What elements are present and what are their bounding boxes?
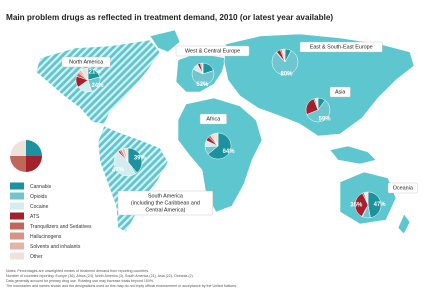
- pie-value-label: 64%: [223, 149, 236, 155]
- region-label: Asia: [335, 90, 346, 96]
- pie-value-label: 62%: [196, 82, 209, 88]
- note: Notes: Percentages are unweighted means …: [6, 269, 149, 273]
- asia: [223, 33, 415, 137]
- legend-label: Tranquilizers and Sedatives: [30, 224, 92, 230]
- pie-segment: [80, 67, 89, 81]
- pie-segment: [212, 132, 219, 147]
- legend-label: Solvents and inhalants: [30, 244, 81, 250]
- region-label-box: [117, 190, 214, 216]
- region-label: Central America): [145, 208, 185, 214]
- region-label: East & South-East Europe: [310, 45, 373, 51]
- legend-swatch: [10, 242, 24, 250]
- legend-label: Opioids: [30, 194, 47, 200]
- pie-segment: [113, 151, 136, 177]
- pie-value-label: 47%: [112, 168, 125, 174]
- legend-label: Cannabis: [30, 184, 52, 190]
- pie-value-label: 47%: [374, 202, 387, 208]
- legend-swatch: [10, 252, 24, 260]
- legend-pie-slice: [26, 156, 42, 172]
- region-label-box: [175, 45, 250, 57]
- legend: Cannabis Opioids Cocaine ATS Tranquilizers a…: [10, 182, 92, 260]
- pie-segment: [191, 68, 215, 86]
- legend-sample-pie: [9, 139, 43, 173]
- region-label: (including the Caribbean and: [131, 201, 200, 207]
- continents: [35, 29, 415, 235]
- greenland: [149, 29, 181, 53]
- legend-swatch: [10, 192, 24, 200]
- pie-value-label: 24%: [91, 83, 104, 89]
- region-label: Oceania: [393, 186, 413, 192]
- notes: Notes: Percentages are unweighted means …: [6, 269, 237, 288]
- region-label: West & Central Europe: [185, 49, 240, 55]
- new-zealand: [397, 213, 411, 235]
- legend-swatch: [10, 222, 24, 230]
- legend-swatch: [10, 232, 24, 240]
- region-label-box: [199, 113, 227, 125]
- region-label: South America: [148, 194, 183, 200]
- legend-label: ATS: [30, 214, 40, 220]
- note: Data generally account for primary drug …: [6, 279, 154, 283]
- legend-label: Cocaine: [30, 204, 49, 210]
- legend-swatch: [10, 212, 24, 220]
- pie-value-label: 35%: [350, 203, 363, 209]
- region-label-box: [299, 41, 383, 53]
- region-label-box: [329, 86, 351, 98]
- pie-value-label: 59%: [319, 117, 332, 123]
- south-america: [97, 125, 169, 233]
- legend-label: Hallucinogens: [30, 234, 62, 240]
- pie-segment: [124, 147, 129, 163]
- pie-segment: [201, 62, 204, 75]
- legend-pie-slice: [26, 140, 42, 156]
- region-label-box: [61, 56, 111, 68]
- pie-segment: [306, 99, 331, 123]
- pie-segment: [207, 132, 232, 160]
- region-label: North America: [69, 60, 103, 66]
- pie-value-label: 39%: [134, 156, 147, 162]
- pie-segment: [315, 97, 319, 111]
- pie-value-label: 80%: [280, 72, 293, 78]
- pie-segment: [282, 48, 286, 63]
- pie-segment: [364, 191, 369, 206]
- pie-segment: [271, 50, 299, 76]
- legend-pie-slice: [10, 156, 26, 172]
- pies: 21% 24% North America 62% West & Central Eur…: [61, 41, 418, 219]
- region-label-box: [387, 182, 418, 194]
- legend-label: Other: [30, 254, 43, 260]
- legend-swatch: [10, 202, 24, 210]
- pie-segment: [367, 191, 382, 219]
- title: Main problem drugs as reflected in treat…: [6, 13, 333, 22]
- indonesia: [329, 145, 377, 165]
- pie-segment: [354, 192, 369, 217]
- pie-segment: [127, 147, 143, 174]
- note: The boundaries and names shown and the d…: [6, 284, 237, 288]
- pie-value-label: 21%: [89, 69, 102, 75]
- region-label: Africa: [206, 117, 220, 123]
- legend-swatch: [10, 182, 24, 190]
- note: Number of countries reporting: Europe (3…: [6, 274, 194, 278]
